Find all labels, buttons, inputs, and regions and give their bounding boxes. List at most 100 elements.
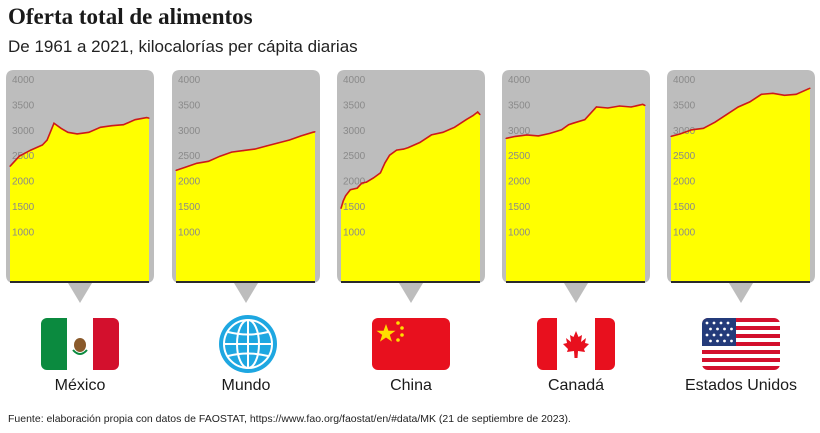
area-fill-mundo bbox=[176, 131, 315, 282]
y-tick-2500-mundo: 2500 bbox=[178, 151, 201, 162]
point-china-2021 bbox=[479, 114, 481, 116]
panel-mexico: 1000 1500 2000 2500 3000 3500 4000 bbox=[6, 70, 154, 303]
country-label-usa: Estados Unidos bbox=[684, 377, 798, 394]
point-estados-unidos-2020 bbox=[807, 88, 809, 90]
y-tick-1500-china: 1500 bbox=[343, 202, 366, 213]
point-canada-2015 bbox=[630, 106, 632, 108]
point-china-2020 bbox=[477, 111, 479, 113]
point-mundo-2021 bbox=[314, 131, 316, 133]
point-china-1972 bbox=[365, 181, 368, 183]
y-tick-3500-mundo: 3500 bbox=[178, 100, 201, 111]
canada-flag-icon bbox=[537, 318, 615, 370]
y-tick-2500-china: 2500 bbox=[343, 151, 366, 162]
panel-usa: 1000 1500 2000 2500 3000 3500 4000 bbox=[667, 70, 815, 303]
point-estados-unidos-1961 bbox=[670, 135, 672, 137]
area-fill-estados-unidos bbox=[671, 88, 810, 282]
point-estados-unidos-1980 bbox=[714, 121, 716, 123]
y-tick-2000-canada: 2000 bbox=[508, 177, 531, 188]
point-mexico-1980 bbox=[53, 122, 55, 124]
point-mexico-1983 bbox=[60, 127, 62, 129]
point-china-2015 bbox=[465, 119, 467, 121]
y-tick-3500-canada: 3500 bbox=[508, 100, 531, 111]
point-china-1961 bbox=[340, 207, 342, 209]
y-tick-3000-canada: 3000 bbox=[508, 126, 531, 137]
point-mexico-2021 bbox=[148, 117, 150, 119]
area-fill-china bbox=[341, 112, 480, 282]
panel-china: 1000 1500 2000 2500 3000 3500 4000 bbox=[337, 70, 485, 303]
panel-mundo: 1000 1500 2000 2500 3000 3500 4000 bbox=[172, 70, 320, 303]
point-mundo-2015 bbox=[300, 135, 302, 137]
y-tick-3000-estados-unidos: 3000 bbox=[673, 126, 696, 137]
panel-canada: 1000 1500 2000 2500 3000 3500 4000 bbox=[502, 70, 650, 303]
point-mexico-1965 bbox=[18, 155, 20, 157]
point-mexico-1975 bbox=[41, 144, 44, 146]
y-tick-1000-mundo: 1000 bbox=[178, 227, 201, 238]
country-label-mundo: Mundo bbox=[221, 377, 271, 394]
point-canada-1970 bbox=[526, 134, 528, 136]
point-canada-1980 bbox=[549, 132, 551, 134]
area-fill-canada bbox=[506, 104, 645, 283]
point-mexico-1970 bbox=[30, 149, 32, 151]
point-mexico-2005 bbox=[111, 125, 113, 127]
point-canada-1965 bbox=[514, 135, 516, 137]
china-flag-icon bbox=[372, 318, 450, 370]
point-china-2000 bbox=[430, 134, 432, 136]
point-canada-1988 bbox=[568, 124, 570, 126]
point-china-1970 bbox=[361, 182, 363, 184]
point-canada-1985 bbox=[561, 129, 563, 131]
y-tick-4000-mexico: 4000 bbox=[12, 75, 35, 86]
series-line-mexico bbox=[9, 116, 150, 167]
point-mundo-2000 bbox=[265, 145, 267, 147]
point-mexico-2010 bbox=[122, 124, 125, 126]
source-note: Fuente: elaboración propia con datos de … bbox=[8, 413, 571, 425]
point-estados-unidos-1965 bbox=[679, 133, 681, 135]
point-estados-unidos-1990 bbox=[737, 106, 739, 108]
point-estados-unidos-2015 bbox=[795, 93, 797, 95]
y-tick-3500-mexico: 3500 bbox=[12, 100, 35, 111]
point-canada-2021 bbox=[644, 104, 646, 107]
usa-flag-icon bbox=[702, 318, 780, 370]
y-tick-2000-mexico: 2000 bbox=[12, 177, 35, 188]
y-tick-2500-canada: 2500 bbox=[508, 151, 531, 162]
point-canada-2020 bbox=[642, 103, 644, 105]
point-canada-1975 bbox=[537, 135, 539, 137]
y-tick-2000-estados-unidos: 2000 bbox=[673, 177, 696, 188]
point-mundo-1975 bbox=[207, 160, 209, 162]
point-china-1962 bbox=[342, 200, 344, 202]
point-canada-2000 bbox=[595, 106, 597, 108]
point-mundo-1995 bbox=[254, 148, 256, 150]
chart-mexico: 1000 1500 2000 2500 3000 3500 4000 bbox=[6, 70, 154, 303]
point-china-1995 bbox=[419, 141, 421, 144]
country-label-china: China bbox=[390, 377, 432, 394]
series-line-estados-unidos bbox=[670, 87, 811, 138]
point-mexico-2015 bbox=[134, 119, 136, 121]
point-canada-1990 bbox=[572, 122, 574, 124]
y-tick-2000-mundo: 2000 bbox=[178, 177, 201, 188]
country-label-canada: Canadá bbox=[547, 377, 605, 394]
y-tick-1500-mundo: 1500 bbox=[178, 202, 201, 213]
point-mundo-2020 bbox=[312, 131, 314, 133]
y-tick-3500-estados-unidos: 3500 bbox=[673, 100, 696, 111]
point-mundo-1965 bbox=[184, 166, 186, 168]
point-estados-unidos-1995 bbox=[749, 101, 751, 103]
point-china-1980 bbox=[384, 162, 386, 164]
y-tick-4000-estados-unidos: 4000 bbox=[673, 75, 696, 86]
point-mexico-2000 bbox=[99, 126, 101, 128]
chart-china: 1000 1500 2000 2500 3000 3500 4000 bbox=[337, 70, 485, 303]
series-line-china bbox=[340, 110, 481, 209]
y-tick-2000-china: 2000 bbox=[343, 177, 366, 188]
area-fill-mexico bbox=[10, 117, 149, 282]
point-china-1978 bbox=[379, 172, 381, 174]
y-tick-1000-mexico: 1000 bbox=[12, 227, 35, 238]
point-china-1965 bbox=[349, 189, 351, 191]
y-tick-3000-mexico: 3000 bbox=[12, 126, 35, 137]
point-china-1963 bbox=[345, 195, 347, 197]
chart-canada: 1000 1500 2000 2500 3000 3500 4000 bbox=[502, 70, 650, 303]
point-mexico-1986 bbox=[67, 131, 69, 133]
point-mexico-1995 bbox=[88, 131, 90, 133]
y-tick-1500-mexico: 1500 bbox=[12, 202, 35, 213]
y-tick-1000-china: 1000 bbox=[343, 227, 366, 238]
point-mexico-1990 bbox=[76, 133, 78, 135]
point-canada-2005 bbox=[607, 107, 609, 109]
mexico-flag-icon bbox=[41, 318, 119, 370]
